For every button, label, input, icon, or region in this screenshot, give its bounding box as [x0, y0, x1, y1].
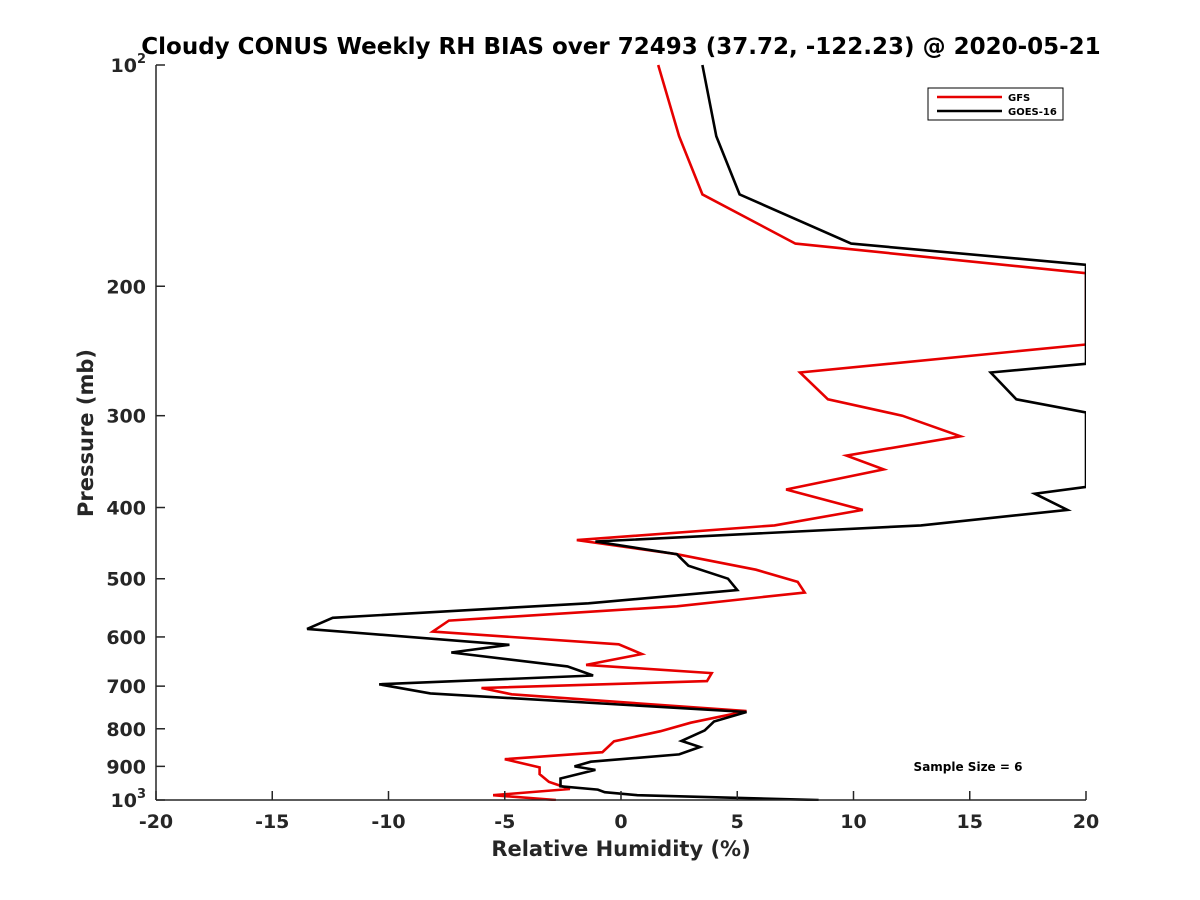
y-tick-label: 800 — [106, 719, 146, 741]
series-line-goes-16 — [306, 64, 1086, 801]
y-tick-label: 102 — [111, 52, 147, 77]
x-tick-label: -5 — [494, 811, 515, 833]
x-tick-label: -10 — [371, 811, 405, 833]
plot-lines — [306, 64, 1086, 801]
y-tick-label: 400 — [106, 498, 146, 520]
sample-size-annotation: Sample Size = 6 — [914, 760, 1023, 774]
x-axis-label: Relative Humidity (%) — [491, 837, 750, 861]
series-line-gfs — [428, 64, 1086, 801]
legend-label-gfs: GFS — [1008, 93, 1030, 104]
y-tick-label: 103 — [111, 787, 147, 812]
legend-label-goes-16: GOES-16 — [1008, 107, 1057, 118]
y-tick-label: 300 — [106, 406, 146, 428]
x-tick-label: 0 — [614, 811, 627, 833]
x-tick-label: -15 — [255, 811, 289, 833]
chart-title: Cloudy CONUS Weekly RH BIAS over 72493 (… — [141, 34, 1100, 60]
y-axis-label: Pressure (mb) — [74, 349, 98, 517]
x-tick-label: 5 — [731, 811, 744, 833]
x-tick-label: -20 — [139, 811, 173, 833]
y-ticks: 102 200 300 400 500 600 700 800 900 103 — [106, 52, 165, 812]
y-tick-label: 200 — [106, 276, 146, 298]
y-tick-label: 900 — [106, 756, 146, 778]
y-tick-label: 700 — [106, 676, 146, 698]
x-tick-label: 10 — [840, 811, 866, 833]
legend: GFS GOES-16 — [927, 87, 1064, 121]
x-tick-label: 20 — [1073, 811, 1099, 833]
x-tick-label: 15 — [957, 811, 983, 833]
y-tick-label: 500 — [106, 569, 146, 591]
legend-box — [927, 87, 1064, 121]
x-ticks: -20 -15 -10 -5 0 5 10 15 20 — [139, 791, 1099, 833]
y-tick-label: 600 — [106, 627, 146, 649]
